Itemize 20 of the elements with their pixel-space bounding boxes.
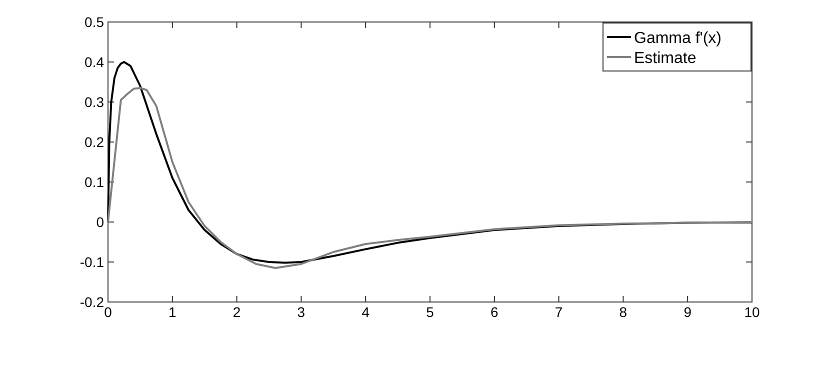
x-tick-label: 9 (684, 304, 692, 320)
x-tick-label: 5 (426, 304, 434, 320)
x-tick-label: 10 (744, 304, 760, 320)
y-tick-label: 0.4 (84, 54, 104, 70)
y-tick-label: 0.1 (84, 174, 104, 190)
y-tick-label: 0.2 (84, 134, 104, 150)
legend-label: Gamma f'(x) (634, 30, 722, 47)
y-tick-label: -0.2 (80, 294, 104, 310)
y-tick-label: -0.1 (80, 254, 104, 270)
x-tick-label: 4 (362, 304, 370, 320)
x-tick-label: 6 (490, 304, 498, 320)
x-tick-label: 1 (168, 304, 176, 320)
x-tick-label: 7 (554, 304, 563, 320)
y-tick-label: 0 (96, 214, 104, 230)
y-tick-label: 0.5 (84, 14, 104, 30)
x-tick-label: 8 (619, 304, 628, 320)
x-tick-label: 3 (297, 304, 306, 320)
legend-label: Estimate (634, 50, 696, 67)
x-tick-label: 2 (232, 304, 241, 320)
y-tick-label: 0.3 (84, 94, 104, 110)
